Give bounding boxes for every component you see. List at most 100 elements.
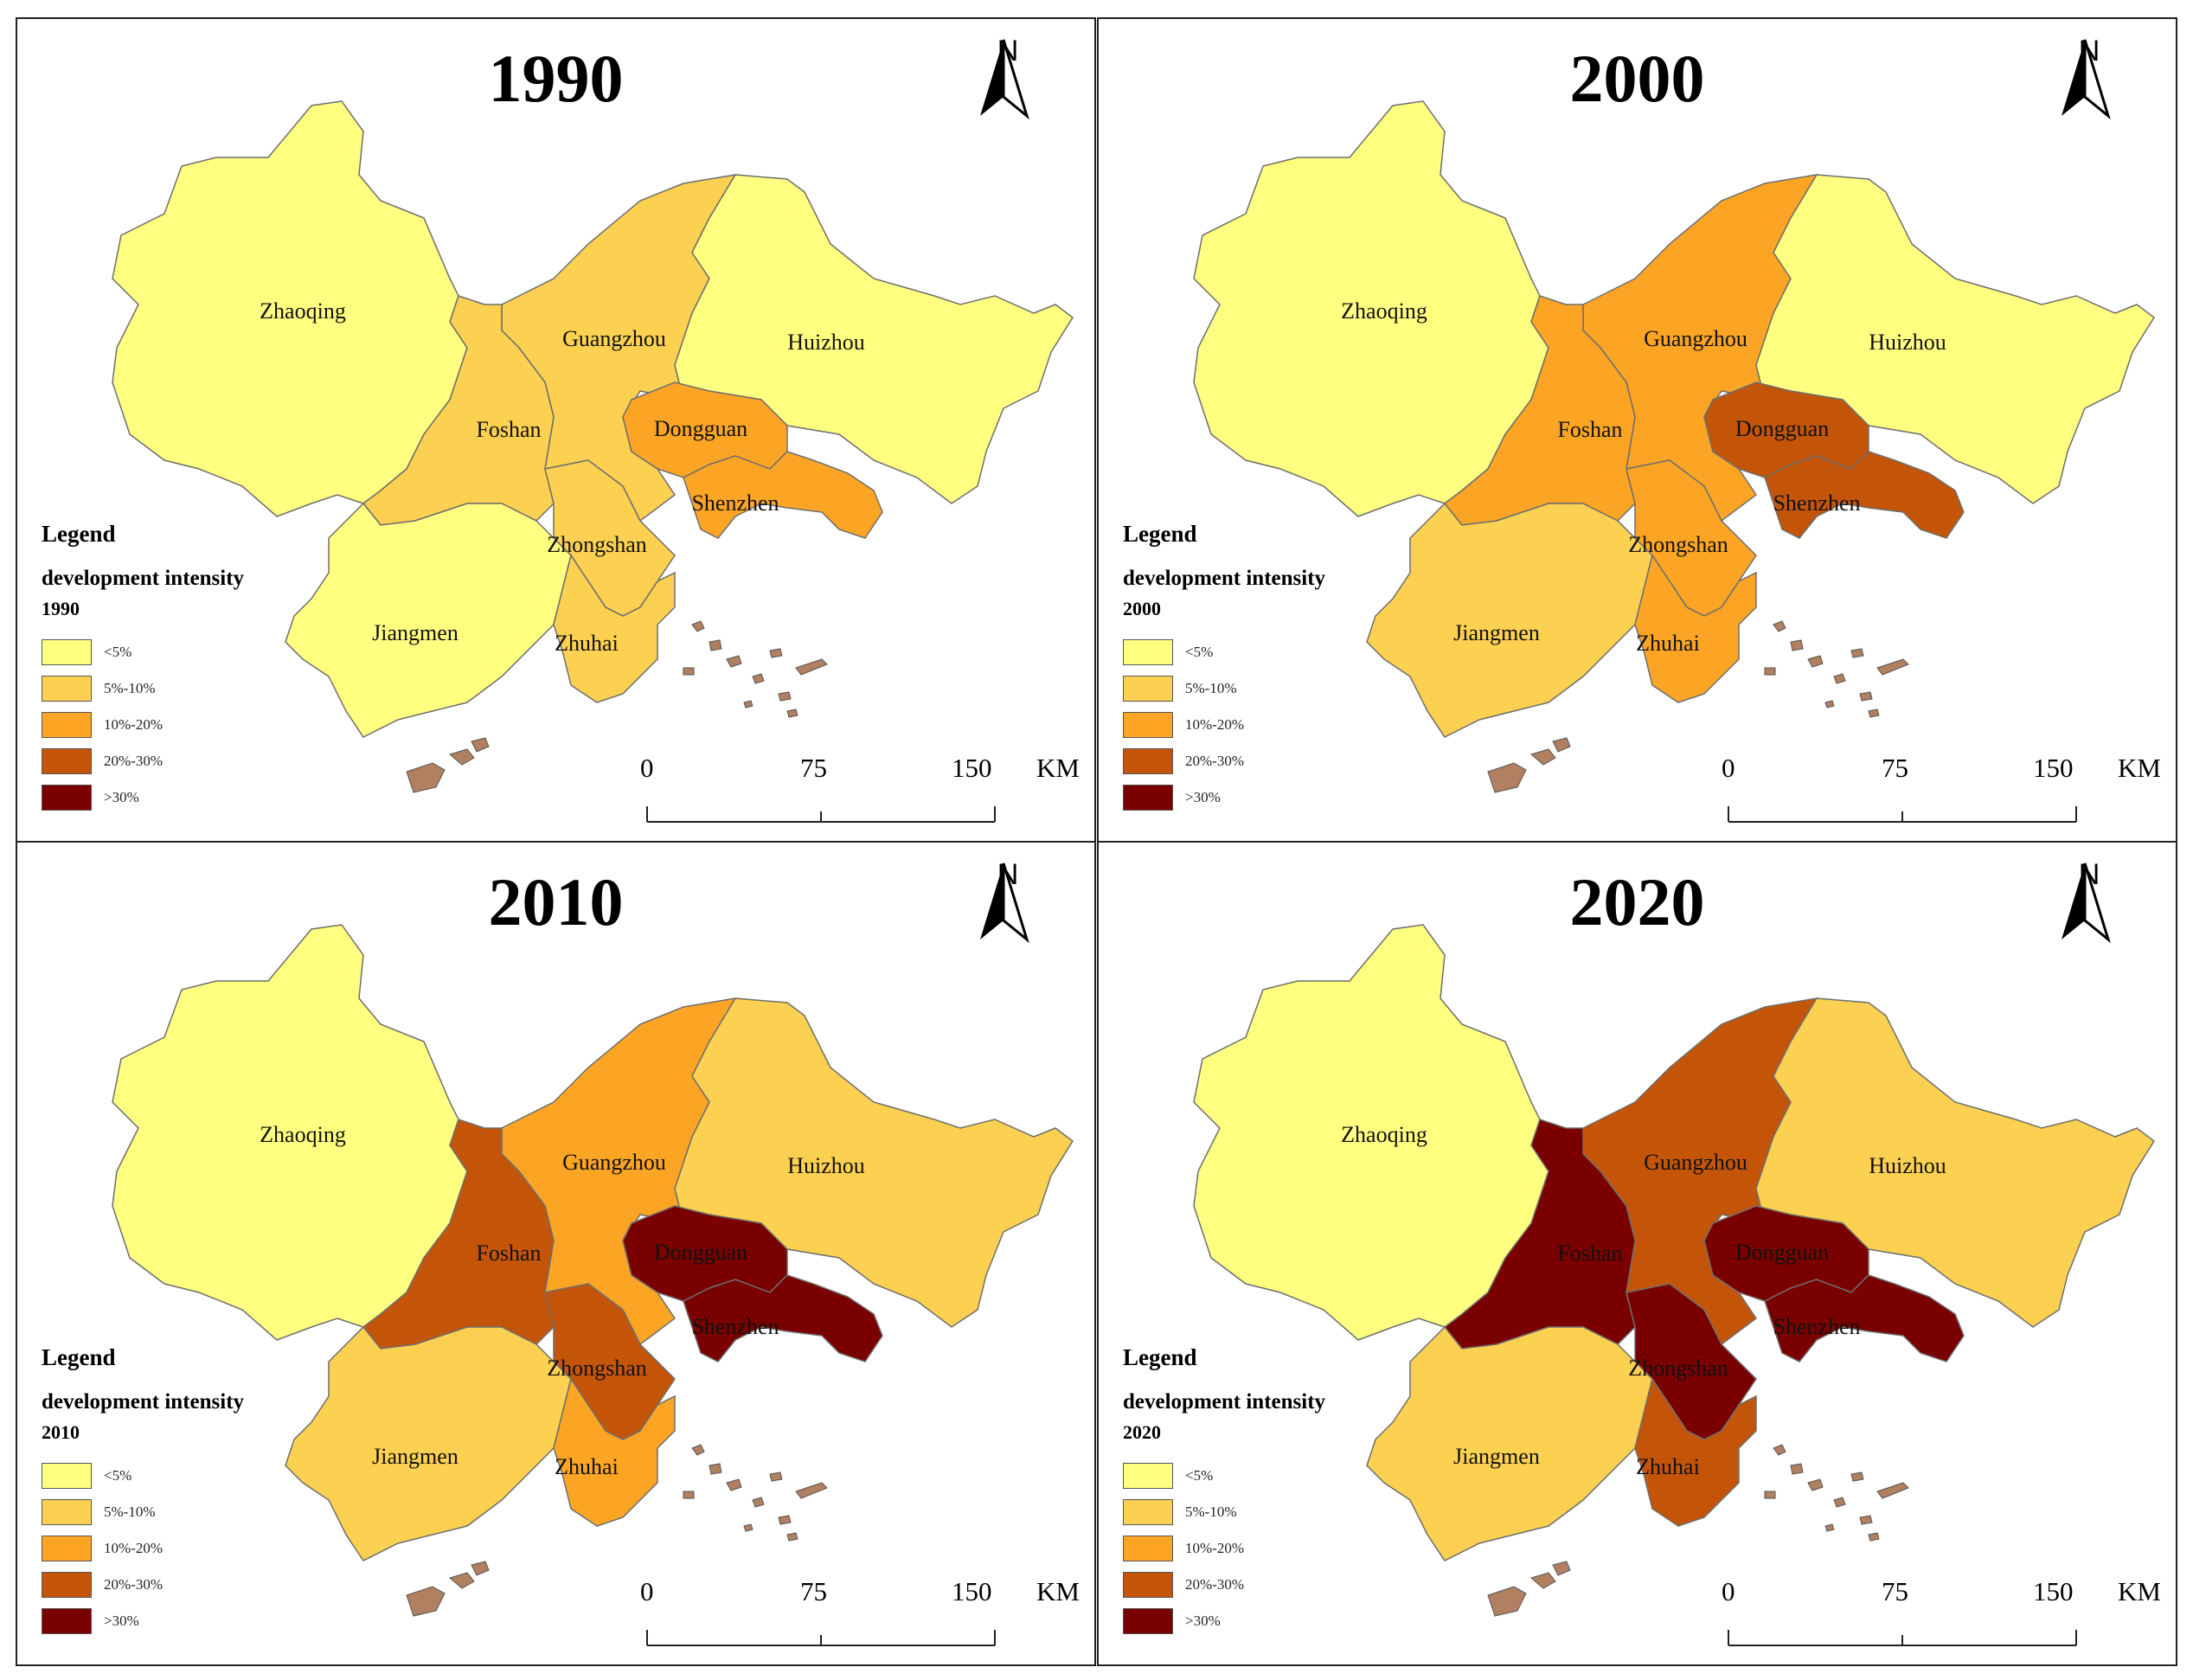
legend-swatch — [1123, 785, 1173, 811]
legend-label: >30% — [1185, 1613, 1221, 1629]
city-label-jiangmen: Jiangmen — [1453, 620, 1540, 645]
city-label-zhuhai: Zhuhai — [1636, 631, 1700, 656]
region-huizhou — [1755, 997, 2156, 1328]
city-label-zhongshan: Zhongshan — [1628, 1356, 1728, 1381]
city-label-foshan: Foshan — [476, 1241, 541, 1266]
city-label-zhaoqing: Zhaoqing — [260, 1122, 346, 1147]
legend-swatch — [1123, 1608, 1173, 1634]
legend-title: Legend — [42, 1344, 116, 1370]
scale-bar: 0 75 150 KM — [1722, 1576, 2161, 1654]
scale-line — [1728, 806, 2077, 823]
legend-swatch — [1123, 748, 1173, 774]
scale-tick-0: 0 — [1722, 753, 1735, 783]
map-panel-2020: Zhaoqing Guangzhou Huizhou Foshan Dongguan Sh… — [1097, 841, 2177, 1666]
city-label-huizhou: Huizhou — [1869, 1153, 1946, 1178]
legend-swatch — [1123, 1572, 1173, 1598]
legend-item: 20%-30% — [42, 1567, 318, 1603]
legend-swatch — [1123, 676, 1173, 702]
scale-line — [646, 806, 996, 823]
city-label-shenzhen: Shenzhen — [1773, 491, 1860, 516]
legend-title: Legend — [1123, 521, 1197, 547]
legend-label: 10%-20% — [104, 716, 163, 733]
legend-item: 5%-10% — [42, 1494, 318, 1530]
legend-title: Legend — [42, 521, 116, 547]
legend-item: <5% — [42, 634, 318, 670]
map-year-title: 2020 — [1569, 864, 1705, 939]
legend-swatch — [42, 676, 92, 702]
legend-label: 20%-30% — [1185, 753, 1244, 769]
legend-swatch — [42, 1463, 92, 1489]
legend-item: 10%-20% — [1123, 707, 1400, 743]
legend-item: <5% — [42, 1458, 318, 1494]
legend-swatch — [42, 1499, 92, 1525]
city-label-huizhou: Huizhou — [787, 1153, 865, 1178]
city-label-zhuhai: Zhuhai — [555, 631, 619, 656]
legend-swatch — [42, 712, 92, 738]
southwest-islands — [406, 737, 490, 793]
legend-item: <5% — [1123, 1458, 1400, 1494]
legend-label: 20%-30% — [1185, 1576, 1244, 1593]
legend-swatch — [42, 1608, 92, 1634]
legend-swatch — [42, 639, 92, 665]
legend-item: 10%-20% — [42, 1530, 318, 1567]
legend-item: 5%-10% — [1123, 670, 1400, 707]
city-label-dongguan: Dongguan — [1735, 416, 1829, 441]
legend-swatch — [1123, 712, 1173, 738]
region-zhuhai — [553, 1377, 676, 1527]
legend-swatch — [1123, 1463, 1173, 1489]
city-label-dongguan: Dongguan — [654, 416, 747, 441]
legend-item: 20%-30% — [1123, 743, 1400, 779]
region-huizhou — [1755, 174, 2156, 504]
region-jiangmen — [1366, 1325, 1653, 1561]
scale-unit: KM — [1036, 1576, 1080, 1606]
region-jiangmen — [285, 1325, 572, 1561]
map-svg: Zhaoqing Guangzhou Huizhou Foshan Dongguan Sh… — [1193, 100, 2156, 793]
legend-swatch — [42, 785, 92, 811]
city-label-shenzhen: Shenzhen — [1773, 1314, 1860, 1339]
scale-tick-150: 150 — [952, 1576, 992, 1606]
map-svg: Zhaoqing Guangzhou Huizhou Foshan Dongguan Sh… — [112, 924, 1074, 1617]
north-arrow: N — [973, 36, 1042, 120]
islands — [1764, 1444, 1909, 1542]
legend-item: 5%-10% — [42, 670, 318, 707]
legend-item: >30% — [42, 779, 318, 816]
scale-tick-75: 75 — [800, 1576, 827, 1606]
city-label-zhongshan: Zhongshan — [547, 532, 647, 557]
scale-line — [646, 1630, 996, 1646]
legend-item: >30% — [1123, 1603, 1400, 1639]
scale-bar: 0 75 150 KM — [640, 1576, 1080, 1654]
scale-bar: 0 75 150 KM — [1722, 753, 2161, 830]
region-huizhou — [674, 174, 1074, 504]
city-label-foshan: Foshan — [476, 417, 541, 442]
legend-label: >30% — [104, 1613, 139, 1629]
region-shenzhen — [683, 451, 883, 539]
legend-item: 10%-20% — [42, 707, 318, 743]
city-label-jiangmen: Jiangmen — [372, 1444, 458, 1469]
north-arrow-icon — [2062, 862, 2111, 944]
legend-subtitle: development intensity — [42, 1390, 245, 1414]
scale-tick-75: 75 — [1882, 753, 1908, 783]
legend-swatch — [42, 1536, 92, 1561]
legend-swatch — [1123, 1499, 1173, 1525]
north-arrow-icon — [2062, 39, 2111, 120]
legend-subtitle: development intensity — [42, 567, 245, 590]
legend-label: 5%-10% — [1185, 1504, 1237, 1520]
city-label-zhaoqing: Zhaoqing — [1341, 298, 1427, 324]
region-shenzhen — [683, 1274, 883, 1363]
legend-label: >30% — [104, 789, 139, 805]
region-shenzhen — [1764, 1274, 1965, 1363]
legend: Legend development intensity 2010 <5% 5%-… — [42, 1344, 318, 1639]
legend-label: 5%-10% — [104, 1504, 156, 1520]
scale-tick-150: 150 — [2033, 753, 2074, 783]
legend: Legend development intensity 1990 <5% 5%-… — [42, 521, 318, 816]
city-label-guangzhou: Guangzhou — [562, 326, 666, 351]
city-label-dongguan: Dongguan — [1735, 1240, 1829, 1265]
legend-item: 20%-30% — [1123, 1567, 1400, 1603]
north-arrow-icon — [980, 862, 1029, 944]
city-label-shenzhen: Shenzhen — [691, 491, 779, 516]
scale-tick-150: 150 — [2033, 1576, 2074, 1606]
scale-unit: KM — [1036, 753, 1080, 783]
scale-tick-75: 75 — [1882, 1576, 1908, 1606]
region-jiangmen — [285, 502, 572, 738]
city-label-zhongshan: Zhongshan — [1628, 532, 1728, 557]
